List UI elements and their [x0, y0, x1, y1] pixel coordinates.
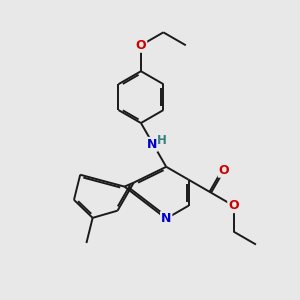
- Text: N: N: [161, 212, 171, 225]
- Text: O: O: [219, 164, 229, 177]
- Text: H: H: [157, 134, 166, 147]
- Text: N: N: [147, 138, 157, 151]
- Text: O: O: [136, 39, 146, 52]
- Text: O: O: [228, 199, 239, 212]
